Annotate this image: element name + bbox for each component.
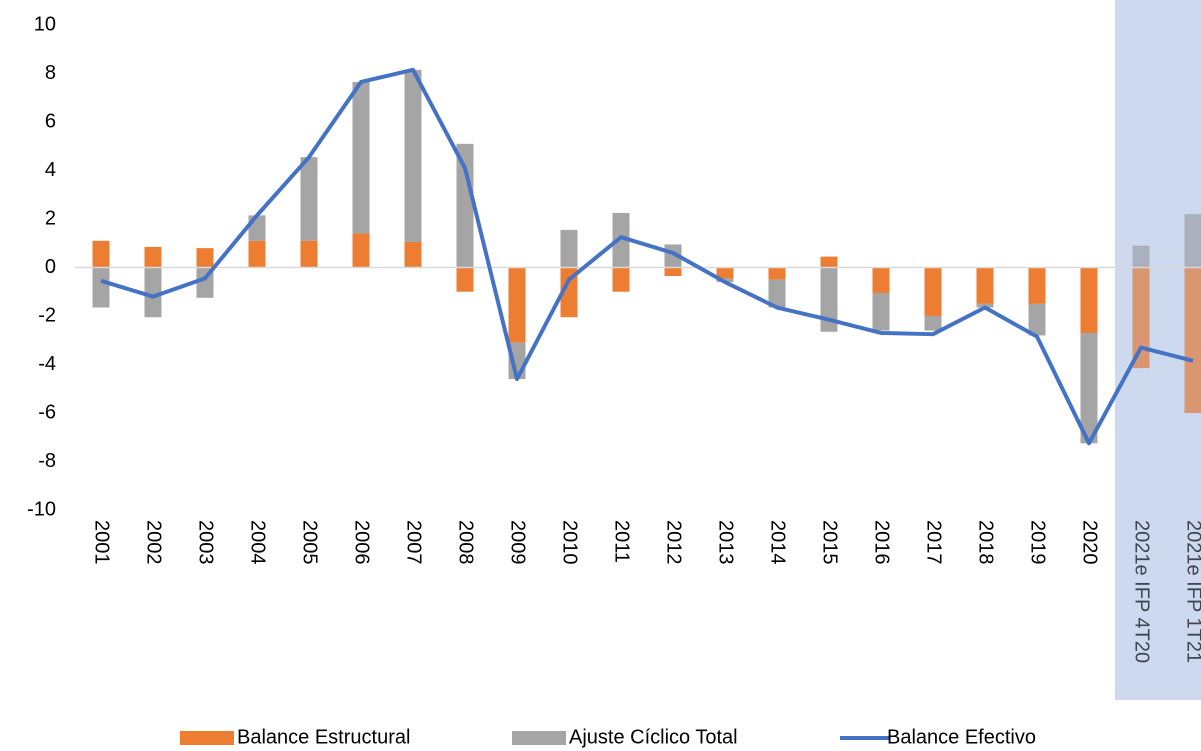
x-tick-label: 2016 bbox=[871, 520, 893, 565]
bar bbox=[560, 267, 578, 318]
y-tick-label: -8 bbox=[38, 450, 56, 472]
y-tick-label: 10 bbox=[34, 13, 56, 35]
y-tick-label: -2 bbox=[38, 304, 56, 326]
bar bbox=[612, 212, 630, 268]
y-tick-label: 4 bbox=[45, 159, 56, 181]
x-tick-label: 2017 bbox=[923, 520, 945, 565]
x-tick-label: 2014 bbox=[767, 520, 789, 565]
bar bbox=[560, 229, 578, 268]
bar bbox=[768, 279, 786, 308]
bar bbox=[248, 215, 266, 241]
bar bbox=[820, 256, 838, 268]
y-tick-label: 6 bbox=[45, 110, 56, 132]
x-tick-label: 2009 bbox=[507, 520, 529, 565]
y-tick-label: 8 bbox=[45, 62, 56, 84]
bar bbox=[300, 240, 318, 268]
bar bbox=[1028, 267, 1046, 304]
x-tick-label: 2011 bbox=[611, 520, 633, 563]
bar bbox=[820, 267, 838, 332]
bar bbox=[144, 246, 162, 268]
bar bbox=[300, 157, 318, 241]
legend-label: Balance Estructural bbox=[237, 726, 410, 748]
bar bbox=[352, 81, 370, 234]
bar bbox=[1080, 267, 1098, 333]
legend-label: Balance Efectivo bbox=[887, 726, 1036, 748]
x-tick-label: 2006 bbox=[351, 520, 373, 565]
y-tick-label: 2 bbox=[45, 207, 56, 229]
x-tick-label: 2004 bbox=[247, 520, 269, 565]
bar bbox=[768, 267, 786, 280]
x-tick-label: 2021e IFP 1T21 bbox=[1183, 520, 1201, 663]
x-tick-label: 2012 bbox=[663, 520, 685, 565]
bar bbox=[612, 267, 630, 292]
bar bbox=[92, 240, 110, 268]
bar bbox=[404, 242, 422, 268]
bar bbox=[1184, 267, 1201, 413]
y-tick-label: 0 bbox=[45, 256, 56, 278]
bar bbox=[456, 143, 474, 268]
bar bbox=[716, 267, 734, 279]
bar bbox=[456, 267, 474, 292]
bar bbox=[1184, 214, 1201, 268]
y-tick-label: -6 bbox=[38, 401, 56, 423]
bar bbox=[352, 233, 370, 268]
bar bbox=[664, 267, 682, 276]
bar bbox=[196, 248, 214, 268]
x-tick-label: 2010 bbox=[559, 520, 581, 565]
bar bbox=[924, 316, 942, 331]
bar bbox=[1080, 332, 1098, 444]
x-tick-label: 2002 bbox=[143, 520, 165, 565]
legend-label: Ajuste Cíclico Total bbox=[569, 726, 738, 748]
bar bbox=[248, 240, 266, 268]
bar bbox=[1028, 303, 1046, 336]
bar bbox=[924, 267, 942, 316]
x-tick-label: 2005 bbox=[299, 520, 321, 565]
x-tick-label: 2008 bbox=[455, 520, 477, 565]
x-tick-label: 2020 bbox=[1079, 520, 1101, 565]
x-tick-label: 2001 bbox=[91, 520, 113, 565]
bar bbox=[976, 267, 994, 304]
y-tick-label: -10 bbox=[27, 498, 56, 520]
x-tick-label: 2018 bbox=[975, 520, 997, 565]
x-tick-label: 2019 bbox=[1027, 520, 1049, 565]
bar bbox=[508, 267, 526, 343]
bar bbox=[92, 267, 110, 308]
y-tick-label: -4 bbox=[38, 353, 56, 375]
bar bbox=[872, 292, 890, 331]
bar bbox=[404, 69, 422, 243]
legend-swatch bbox=[512, 731, 566, 745]
x-tick-label: 2021e IFP 4T20 bbox=[1131, 520, 1153, 663]
bar bbox=[144, 267, 162, 318]
bar bbox=[1132, 245, 1150, 268]
bar bbox=[872, 267, 890, 293]
line bbox=[100, 67, 1194, 446]
x-tick-label: 2007 bbox=[403, 520, 425, 565]
x-tick-label: 2003 bbox=[195, 520, 217, 565]
x-tick-label: 2015 bbox=[819, 520, 841, 565]
x-tick-label: 2013 bbox=[715, 520, 737, 565]
legend-swatch bbox=[180, 731, 234, 745]
bar bbox=[1132, 267, 1150, 369]
